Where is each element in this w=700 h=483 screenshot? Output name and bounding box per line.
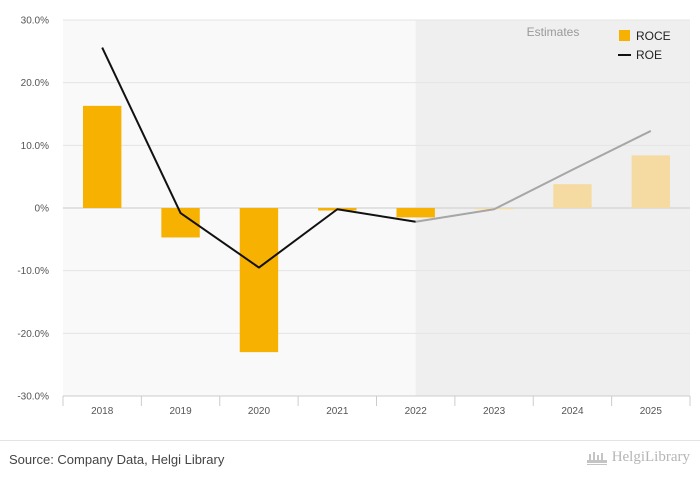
y-axis: 30.0% 20.0% 10.0% 0% -10.0% -20.0% -30.0%	[17, 16, 49, 403]
x-tick-label: 2024	[561, 406, 584, 417]
roce-bar-2018[interactable]	[82, 105, 122, 208]
y-tick-label: 10.0%	[21, 141, 49, 152]
x-tick-label: 2018	[91, 406, 114, 417]
x-axis: 2018 2019 2020 2021 2022 2023 2024 2025	[62, 395, 691, 417]
roce-bar-2024[interactable]	[553, 184, 592, 208]
x-tick-label: 2022	[405, 406, 428, 417]
roe-line-actual[interactable]	[101, 47, 416, 269]
y-tick-label: -10.0%	[17, 266, 49, 277]
roce-roe-chart: 30.0% 20.0% 10.0% 0% -10.0% -20.0% -30.0% 2018…	[17, 16, 691, 417]
y-tick-label: 30.0%	[21, 16, 49, 27]
roce-bar-2022[interactable]	[396, 208, 435, 218]
x-tick-label: 2020	[248, 406, 271, 417]
roe-line	[101, 47, 652, 269]
x-tick-label: 2025	[640, 406, 663, 417]
x-tick-label: 2023	[483, 406, 506, 417]
source-note: Source: Company Data, Helgi Library	[9, 452, 225, 467]
library-logo-icon	[586, 451, 607, 465]
roe-line-estimate[interactable]	[415, 130, 652, 223]
y-tick-label: -20.0%	[17, 329, 49, 340]
y-tick-label: 0%	[35, 204, 50, 215]
y-tick-label: 20.0%	[21, 78, 49, 89]
x-tick-label: 2019	[169, 406, 192, 417]
roce-bar-2025[interactable]	[631, 155, 671, 208]
helgi-library-logo[interactable]: HelgiLibrary	[586, 449, 690, 466]
roce-bar-2020[interactable]	[239, 208, 279, 353]
legend[interactable]: ROCE ROE	[618, 29, 671, 62]
x-tick-label: 2021	[326, 406, 349, 417]
estimates-label: Estimates	[527, 25, 580, 39]
logo-text: HelgiLibrary	[611, 449, 690, 465]
footer-divider	[0, 440, 700, 441]
legend-roce-label: ROCE	[636, 29, 671, 43]
legend-roce-swatch	[619, 30, 630, 41]
legend-roe-label: ROE	[636, 48, 662, 62]
y-tick-label: -30.0%	[17, 392, 49, 403]
